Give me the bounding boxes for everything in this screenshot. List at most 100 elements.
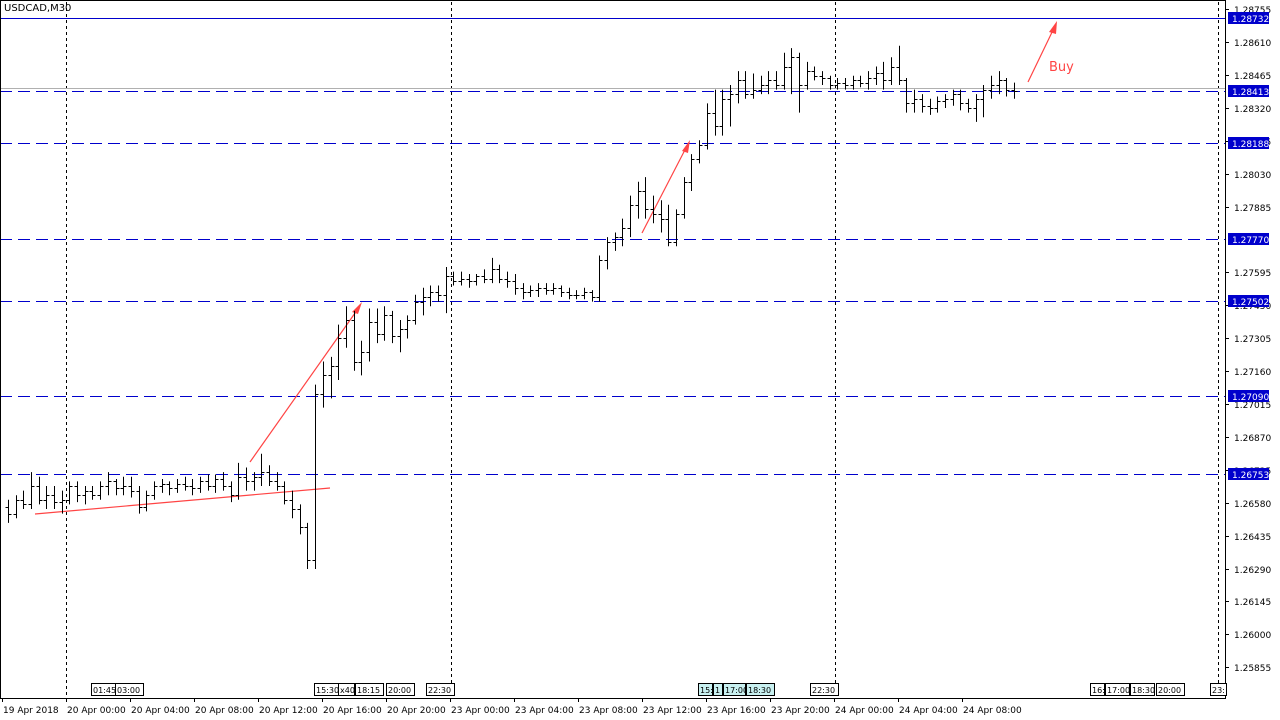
time-marker-box[interactable] [386, 683, 415, 696]
arrow-3-shaft[interactable] [1027, 25, 1056, 83]
time-marker-label: 03:00 [117, 686, 140, 695]
time-marker-box[interactable] [698, 683, 713, 696]
ohlc-bar [642, 177, 649, 219]
time-marker-label: 01:45 [93, 686, 116, 695]
ohlc-bar [320, 361, 327, 408]
support-trendline[interactable] [34, 487, 331, 515]
time-marker-label: 18:30 [748, 686, 771, 695]
time-marker-label: 15:30 [316, 686, 339, 695]
time-marker-box[interactable] [1210, 683, 1227, 696]
time-marker-box[interactable] [338, 683, 355, 696]
ohlc-bar [458, 271, 465, 286]
x-tick-label: 19 Apr 2018 [3, 706, 59, 716]
time-marker-box[interactable] [723, 683, 746, 696]
buy-annotation: Buy [1049, 60, 1074, 75]
ohlc-bar [389, 310, 396, 344]
ohlc-bar [1011, 82, 1018, 99]
level-price-label: 1.27502 [1232, 298, 1269, 308]
time-marker-box[interactable] [1156, 683, 1185, 696]
ohlc-bar [619, 218, 626, 247]
time-marker-box[interactable] [1130, 683, 1155, 696]
ohlc-bar [97, 481, 104, 500]
ohlc-bar [665, 204, 672, 247]
ohlc-bar [351, 310, 358, 371]
ohlc-bar [796, 52, 803, 113]
ohlc-bar [212, 474, 219, 493]
ohlc-bar [197, 476, 204, 493]
arrow-2-head-icon [682, 140, 690, 153]
y-tick-label: 1.25855 [1234, 664, 1271, 674]
ohlc-bar [36, 476, 43, 505]
time-marker-box[interactable] [810, 683, 839, 696]
y-tick-label: 1.28610 [1234, 39, 1271, 49]
ohlc-bar [988, 75, 995, 99]
x-tick-label: 23 Apr 04:00 [515, 706, 574, 716]
time-marker-box[interactable] [1090, 683, 1105, 696]
ohlc-bar [727, 84, 734, 127]
ohlc-bar [903, 78, 910, 113]
ohlc-bar [950, 89, 957, 106]
time-marker-box[interactable] [115, 683, 144, 696]
ohlc-bar [289, 490, 296, 519]
time-marker-label: 17:00 [1107, 686, 1130, 695]
ohlc-bar [312, 384, 319, 569]
y-tick-label: 1.28320 [1234, 105, 1271, 115]
ohlc-bar [834, 78, 841, 90]
ohlc-bar [166, 481, 173, 496]
ohlc-bar [612, 232, 619, 251]
time-marker-label: 16: [1092, 686, 1105, 695]
level-price-box [1228, 390, 1269, 402]
arrow-1-shaft[interactable] [249, 305, 361, 463]
ohlc-bar [819, 71, 826, 85]
ohlc-bar [297, 504, 304, 535]
level-price-label: 1.28188 [1232, 140, 1269, 150]
ohlc-bar [696, 140, 703, 164]
time-markers: 01:45 03:00 15:30 x40 18:15 20:00 22:30 15: 1 17:… [91, 683, 1227, 696]
ohlc-bar [59, 490, 66, 514]
ohlc-bar [781, 52, 788, 90]
ohlc-bar [228, 481, 235, 503]
time-marker-label: x40 [340, 686, 355, 695]
time-marker-box[interactable] [746, 683, 775, 696]
time-marker-label: 17:00 [725, 686, 748, 695]
ohlc-bar [466, 273, 473, 288]
chart-frame [0, 0, 1226, 699]
x-tick-label: 20 Apr 16:00 [323, 706, 382, 716]
ohlc-bar [66, 481, 73, 505]
level-price-box [1228, 137, 1269, 149]
ohlc-bar [765, 71, 772, 95]
ohlc-bar [397, 320, 404, 353]
time-marker-box[interactable] [426, 683, 455, 696]
ohlc-bar [957, 89, 964, 111]
ohlc-bar [128, 476, 135, 498]
ohlc-bar [543, 283, 550, 295]
ohlc-bar [973, 94, 980, 122]
ohlc-bar [712, 89, 719, 136]
y-tick-label: 1.26290 [1234, 566, 1271, 576]
ohlc-bar [719, 89, 726, 136]
ohlc-bar [873, 66, 880, 85]
ohlc-bar [520, 283, 527, 300]
ohlc-bar [804, 61, 811, 90]
level-price-box [1228, 12, 1269, 24]
time-marker-label: 20:00 [388, 686, 411, 695]
x-tick-label: 23 Apr 08:00 [579, 706, 638, 716]
ohlc-bar [335, 324, 342, 380]
time-marker-label: 15: [700, 686, 713, 695]
ohlc-bar [758, 75, 765, 95]
ohlc-bar [120, 476, 127, 496]
ohlc-bar [811, 66, 818, 81]
time-marker-box[interactable] [1105, 683, 1130, 696]
time-marker-label: 18:30 [1132, 686, 1155, 695]
ohlc-bar [596, 255, 603, 302]
ohlc-bar [258, 453, 265, 486]
ohlc-bar [343, 306, 350, 348]
y-tick-label: 1.28030 [1234, 171, 1271, 181]
time-marker-box[interactable] [355, 683, 384, 696]
ohlc-bar [5, 499, 12, 523]
time-marker-box[interactable] [713, 683, 723, 696]
arrow-2-shaft[interactable] [641, 143, 689, 234]
ohlc-bar [89, 485, 96, 500]
y-tick-label: 1.27305 [1234, 335, 1271, 345]
